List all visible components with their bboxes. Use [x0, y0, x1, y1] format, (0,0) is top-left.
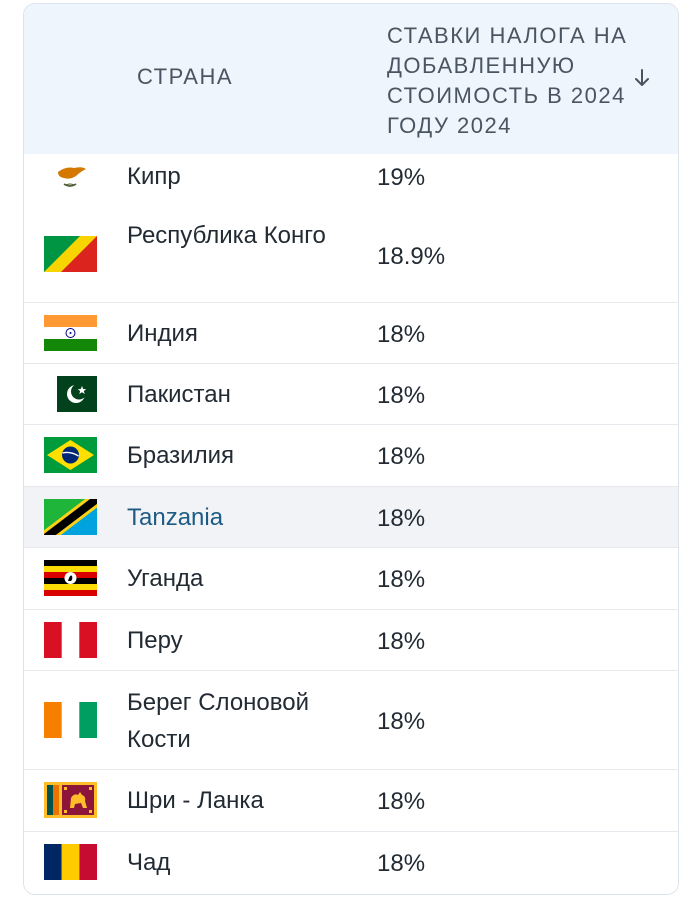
brazil-flag-icon [44, 437, 97, 473]
ivory-coast-flag-icon [44, 702, 97, 738]
column-header-country[interactable]: СТРАНА [137, 64, 234, 89]
peru-flag-icon [44, 622, 97, 658]
table-row: Перу 18% [24, 610, 678, 671]
table-row: Берег Слоновой Кости 18% [24, 671, 678, 770]
table-row: Республика Конго 18.9% [24, 204, 678, 303]
country-name: Берег Слоновой Кости [127, 689, 310, 753]
vat-rate: 18% [377, 566, 426, 593]
country-name: Республика Конго [127, 222, 326, 249]
vat-rate: 18% [377, 628, 426, 655]
table-header: СТРАНА СТАВКИ НАЛОГА НА ДОБАВЛЕННУЮ СТОИ… [24, 4, 678, 154]
column-header-vat-rate[interactable]: СТАВКИ НАЛОГА НА ДОБАВЛЕННУЮ СТОИМОСТЬ В… [387, 23, 628, 138]
uganda-flag-icon [44, 560, 97, 596]
vat-rate: 18% [377, 708, 426, 735]
congo-flag-icon [44, 236, 97, 272]
vat-rate: 18% [377, 788, 426, 815]
table-row: Кипр 19% [24, 154, 678, 205]
country-name: Перу [127, 627, 183, 654]
pakistan-flag-icon [44, 376, 97, 412]
country-name: Уганда [127, 565, 204, 592]
table-row: Уганда 18% [24, 548, 678, 610]
country-name-link[interactable]: Tanzania [127, 504, 224, 531]
country-name: Чад [127, 849, 171, 876]
country-name: Шри - Ланка [127, 787, 264, 814]
country-name: Индия [127, 320, 198, 347]
table-row: Шри - Ланка 18% [24, 770, 678, 832]
table-row: Пакистан 18% [24, 364, 678, 425]
tanzania-flag-icon [44, 499, 97, 535]
table-row: Чад 18% [24, 832, 678, 894]
vat-rate: 18.9% [377, 243, 446, 270]
country-name: Пакистан [127, 381, 231, 408]
vat-rate: 18% [377, 505, 426, 532]
india-flag-icon [44, 315, 97, 351]
sri-lanka-flag-icon [44, 782, 97, 818]
table-row: Tanzania 18% [24, 487, 678, 548]
country-name: Бразилия [127, 442, 234, 469]
table-row: Бразилия 18% [24, 425, 678, 487]
country-name: Кипр [127, 163, 181, 190]
vat-table: СТРАНА СТАВКИ НАЛОГА НА ДОБАВЛЕННУЮ СТОИ… [23, 3, 679, 895]
vat-rate: 18% [377, 382, 426, 409]
vat-rate: 18% [377, 321, 426, 348]
vat-rate: 19% [377, 164, 426, 191]
cyprus-flag-icon [44, 160, 97, 196]
table-row: Индия 18% [24, 303, 678, 364]
arrow-down-icon[interactable] [632, 66, 652, 90]
chad-flag-icon [44, 844, 97, 880]
vat-rate: 18% [377, 443, 426, 470]
vat-rate: 18% [377, 850, 426, 877]
